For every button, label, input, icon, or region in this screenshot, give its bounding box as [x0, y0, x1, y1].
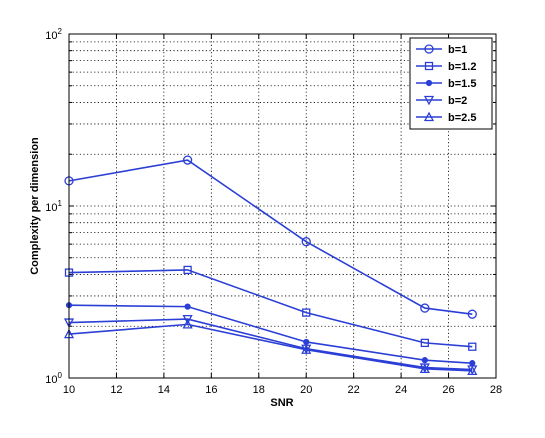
- y-tick-base: 10: [45, 202, 57, 214]
- data-point: [302, 308, 311, 317]
- data-point: [468, 342, 477, 351]
- y-tick-label: 100: [45, 371, 62, 386]
- legend-entry: b=2.5: [416, 111, 476, 124]
- x-axis-title: SNR: [270, 397, 293, 409]
- legend-marker: [423, 95, 435, 106]
- data-point: [301, 344, 312, 354]
- series-b-1-5: [65, 302, 476, 367]
- x-tick-label: 26: [442, 384, 454, 396]
- data-point: [183, 265, 192, 275]
- x-tick-label: 28: [490, 384, 502, 396]
- plot-frame: [68, 33, 497, 379]
- data-point: [420, 303, 430, 313]
- y-tick-base: 10: [45, 374, 57, 386]
- y-tick-label: 101: [45, 199, 62, 214]
- legend-entry: b=1.5: [416, 78, 476, 90]
- y-tick-exponent: 2: [58, 27, 63, 36]
- x-tick-label: 14: [158, 384, 170, 396]
- data-point: [469, 360, 476, 367]
- y-tick-exponent: 1: [58, 199, 63, 208]
- data-point: [467, 365, 478, 376]
- data-point: [467, 309, 477, 319]
- legend-marker: [425, 79, 433, 87]
- series-line: [68, 159, 473, 315]
- grid: [69, 34, 496, 378]
- y-tick-label: 102: [45, 27, 62, 42]
- x-tick-label: 10: [63, 384, 75, 396]
- series-line: [68, 269, 473, 348]
- y-tick-base: 10: [45, 30, 57, 42]
- legend-marker: [423, 111, 435, 122]
- y-tick-exponent: 0: [58, 371, 63, 380]
- x-tick-label: 16: [205, 384, 217, 396]
- legend-label: b=1.2: [448, 61, 476, 73]
- y-axis-title: Complexity per dimension: [29, 137, 41, 275]
- data-point: [421, 357, 428, 364]
- x-tick-label: 22: [348, 384, 360, 396]
- x-tick-labels: 10 12 14 16 18 20 22 24 26 28: [63, 384, 502, 396]
- data-point: [184, 303, 191, 310]
- x-tick-label: 18: [253, 384, 265, 396]
- data-point: [301, 237, 311, 247]
- series-b-2-5: [63, 318, 478, 376]
- x-tick-label: 24: [395, 384, 407, 396]
- legend-label: b=1.5: [448, 78, 476, 90]
- data-point: [303, 338, 310, 346]
- data-point: [182, 318, 193, 329]
- series-b-1-2: [64, 265, 477, 351]
- series-line: [68, 323, 473, 372]
- legend-marker: [424, 61, 434, 71]
- legend-entry: b=1.2: [416, 61, 476, 73]
- legend-label: b=2: [448, 95, 467, 107]
- x-tick-label: 20: [300, 384, 312, 396]
- legend-entry: b=2: [416, 95, 467, 107]
- series-line: [68, 318, 473, 371]
- data-point: [182, 155, 193, 165]
- legend-entry: b=1: [416, 44, 467, 56]
- legend-label: b=1: [448, 44, 467, 56]
- data-point: [182, 314, 193, 325]
- legend: b=1 b=1.2 b=1.5 b=2 b=2.5: [409, 37, 493, 130]
- legend-label: b=2.5: [448, 112, 476, 124]
- legend-marker: [424, 44, 434, 54]
- data-point: [419, 363, 430, 374]
- x-tick-label: 12: [110, 384, 122, 396]
- data-point: [420, 338, 429, 348]
- series-group: [63, 155, 478, 376]
